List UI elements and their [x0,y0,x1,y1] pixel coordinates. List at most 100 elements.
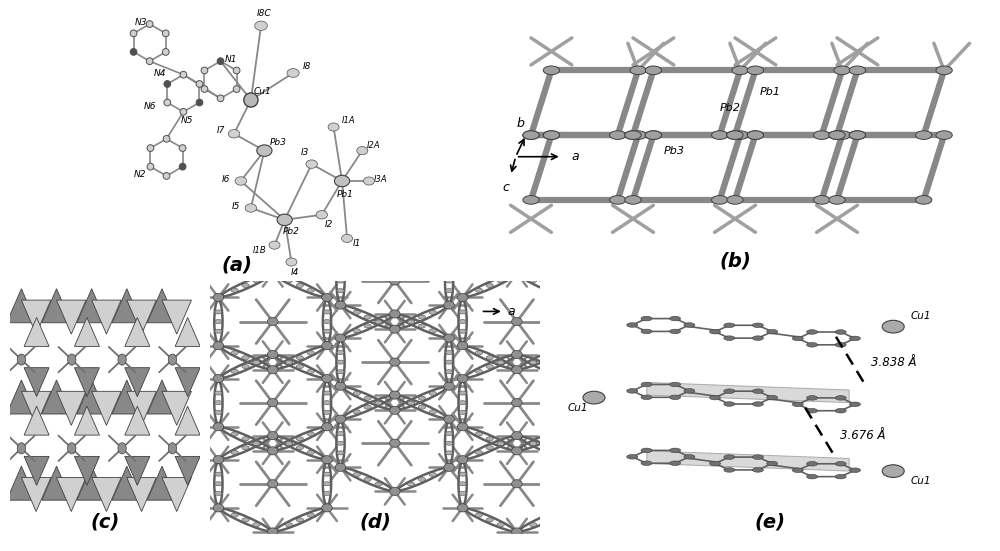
Ellipse shape [568,391,575,395]
Ellipse shape [807,343,818,347]
Circle shape [267,317,278,326]
Circle shape [267,366,278,374]
Text: Cu1: Cu1 [254,87,272,96]
Circle shape [335,382,346,390]
Ellipse shape [418,243,426,247]
Circle shape [512,366,522,374]
Circle shape [162,48,169,55]
Circle shape [583,391,605,404]
Polygon shape [7,289,36,323]
Ellipse shape [724,402,735,406]
Ellipse shape [215,491,222,495]
Ellipse shape [375,320,382,324]
Ellipse shape [767,395,778,400]
Ellipse shape [323,491,331,495]
Polygon shape [24,368,49,397]
Text: 3.676 Å: 3.676 Å [840,429,886,442]
Text: a: a [507,305,515,318]
Ellipse shape [253,441,260,445]
Circle shape [180,71,187,78]
Ellipse shape [568,482,575,486]
Ellipse shape [407,319,415,323]
Circle shape [201,85,208,93]
Text: (b): (b) [719,251,751,270]
Ellipse shape [752,455,763,460]
Circle shape [610,131,626,139]
Text: I1A: I1A [342,116,356,125]
Ellipse shape [641,329,652,334]
Circle shape [179,163,186,170]
Ellipse shape [364,396,371,400]
Text: N1: N1 [224,55,237,64]
Ellipse shape [445,350,453,354]
Ellipse shape [670,395,681,399]
Circle shape [196,80,203,88]
Ellipse shape [445,370,453,374]
Ellipse shape [253,360,260,365]
Ellipse shape [475,288,483,292]
Circle shape [390,406,400,414]
Circle shape [118,442,126,454]
Ellipse shape [530,441,537,446]
Ellipse shape [323,329,331,333]
Ellipse shape [285,360,293,364]
Ellipse shape [364,243,371,247]
Circle shape [444,334,454,342]
Circle shape [17,442,26,454]
Text: Cu1: Cu1 [568,403,588,413]
Ellipse shape [540,355,548,360]
Circle shape [118,354,126,365]
Ellipse shape [337,370,344,374]
Ellipse shape [551,513,559,517]
Polygon shape [647,382,849,403]
Circle shape [335,463,346,471]
Ellipse shape [835,462,846,466]
Ellipse shape [486,446,493,450]
Text: (c): (c) [90,513,120,532]
Ellipse shape [724,389,735,393]
Ellipse shape [277,214,292,225]
Circle shape [457,456,468,464]
Ellipse shape [307,351,314,355]
Text: N6: N6 [143,102,156,111]
Ellipse shape [486,518,493,522]
Ellipse shape [568,329,575,333]
Ellipse shape [497,441,504,446]
Ellipse shape [459,472,466,476]
Ellipse shape [215,472,222,476]
Text: I6: I6 [221,175,230,184]
Circle shape [168,442,177,454]
Text: N3: N3 [135,18,147,27]
Text: N2: N2 [133,170,146,179]
Circle shape [566,375,576,382]
Circle shape [747,131,764,139]
Ellipse shape [231,369,238,374]
Circle shape [168,354,177,365]
Ellipse shape [710,395,720,400]
Circle shape [566,456,576,464]
Circle shape [645,66,662,74]
Circle shape [147,163,154,170]
Ellipse shape [235,177,247,185]
Text: I1B: I1B [253,246,266,255]
Polygon shape [162,300,191,334]
Text: Cu1: Cu1 [911,476,931,486]
Circle shape [147,145,154,152]
Circle shape [444,415,454,423]
Circle shape [512,528,522,536]
Circle shape [322,423,332,431]
Ellipse shape [752,336,763,341]
Text: N4: N4 [154,68,166,78]
Polygon shape [92,478,121,511]
Ellipse shape [445,289,453,293]
Ellipse shape [269,241,280,249]
Circle shape [457,294,468,301]
Circle shape [512,447,522,455]
Ellipse shape [287,69,299,77]
Ellipse shape [323,482,331,486]
Text: I4: I4 [291,268,299,277]
Ellipse shape [257,145,272,156]
Polygon shape [77,380,106,414]
Ellipse shape [445,279,453,283]
Ellipse shape [429,329,436,333]
